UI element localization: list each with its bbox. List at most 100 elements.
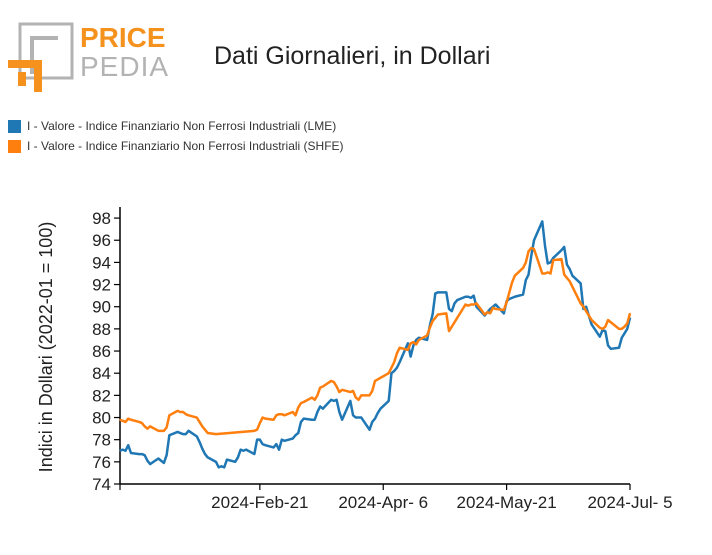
- data-point: [341, 419, 343, 421]
- data-point: [160, 430, 162, 432]
- data-point: [585, 310, 587, 312]
- data-point: [330, 399, 332, 401]
- data-point: [552, 257, 554, 259]
- data-point: [621, 337, 623, 339]
- data-point: [514, 296, 516, 298]
- data-point: [256, 439, 258, 441]
- legend-item-lme[interactable]: I - Valore - Indice Finanziario Non Ferr…: [8, 119, 336, 133]
- data-point: [157, 430, 159, 432]
- data-point: [297, 432, 299, 434]
- data-point: [242, 450, 244, 452]
- data-point: [599, 336, 601, 338]
- data-point: [294, 434, 297, 436]
- data-point: [201, 447, 203, 450]
- data-point: [415, 343, 417, 345]
- data-point: [281, 413, 283, 415]
- data-point: [187, 414, 190, 416]
- data-point: [618, 347, 620, 349]
- x-tick-label: 2024-Apr- 6: [338, 493, 428, 512]
- data-point: [198, 441, 201, 443]
- data-point: [124, 421, 127, 423]
- data-point: [122, 420, 124, 422]
- data-point: [259, 439, 261, 441]
- data-point: [338, 411, 340, 413]
- data-point: [333, 381, 335, 383]
- data-point: [475, 306, 478, 308]
- data-point: [196, 416, 198, 419]
- data-point: [527, 273, 530, 276]
- data-point: [138, 453, 140, 455]
- data-point: [549, 272, 552, 275]
- data-point: [426, 334, 428, 337]
- data-point: [179, 432, 181, 434]
- data-point: [127, 444, 129, 446]
- data-point: [626, 322, 628, 324]
- data-point: [294, 414, 297, 416]
- pricepedia-logo: PRICE PEDIA: [8, 22, 168, 92]
- y-tick-label: 74: [92, 475, 111, 494]
- data-point: [368, 394, 371, 396]
- y-tick-label: 98: [92, 209, 111, 228]
- data-point: [604, 330, 606, 332]
- data-point: [185, 413, 187, 415]
- data-point: [582, 306, 584, 308]
- data-point: [437, 291, 439, 293]
- y-tick-label: 78: [92, 431, 111, 450]
- series-line-shfe: [119, 246, 632, 436]
- data-point: [314, 419, 316, 421]
- y-tick-label: 92: [92, 276, 111, 295]
- data-point: [399, 361, 401, 363]
- data-point: [215, 461, 217, 463]
- data-point: [141, 422, 143, 424]
- data-point: [434, 292, 436, 295]
- data-point: [445, 291, 447, 293]
- data-point: [451, 310, 453, 312]
- data-point: [486, 311, 489, 313]
- data-point: [464, 296, 467, 298]
- data-point: [264, 444, 266, 446]
- data-point: [234, 461, 236, 463]
- data-point: [621, 328, 623, 330]
- y-tick-label: 80: [92, 409, 111, 428]
- data-point: [352, 414, 354, 416]
- data-point: [218, 466, 220, 468]
- data-point: [393, 370, 395, 372]
- data-point: [541, 220, 543, 222]
- data-point: [201, 425, 203, 427]
- y-tick-label: 82: [92, 386, 111, 405]
- data-point: [138, 421, 140, 423]
- data-point: [431, 320, 434, 322]
- y-tick-label: 96: [92, 231, 111, 250]
- data-point: [412, 344, 414, 347]
- x-tick-label: 2024-Jul- 5: [587, 493, 672, 512]
- data-point: [330, 380, 332, 382]
- data-point: [198, 421, 201, 423]
- data-point: [303, 418, 305, 420]
- data-point: [569, 268, 571, 270]
- data-point: [122, 449, 124, 451]
- logo-word-price: PRICE: [80, 22, 166, 53]
- data-point: [388, 400, 390, 402]
- data-point: [176, 410, 179, 412]
- y-axis: 74 76 78 80 82 84 86 88 90 92 94 96 98: [92, 207, 121, 494]
- data-point: [360, 416, 362, 419]
- data-point: [503, 309, 505, 311]
- data-point: [237, 456, 239, 459]
- data-point: [316, 394, 319, 396]
- data-point: [322, 385, 324, 388]
- data-point: [418, 339, 420, 341]
- data-point: [124, 450, 127, 452]
- data-point: [530, 255, 532, 257]
- data-point: [473, 303, 475, 306]
- data-point: [492, 307, 494, 309]
- data-point: [336, 385, 338, 388]
- data-point: [390, 372, 393, 374]
- data-point: [119, 450, 121, 452]
- data-point: [256, 429, 258, 431]
- pricepedia-logo-icon: [8, 22, 74, 92]
- data-point: [407, 349, 409, 351]
- data-point: [473, 295, 475, 297]
- data-point: [412, 341, 414, 343]
- x-tick-label: 2024-May-21: [457, 493, 557, 512]
- legend-item-shfe[interactable]: I - Valore - Indice Finanziario Non Ferr…: [8, 139, 344, 153]
